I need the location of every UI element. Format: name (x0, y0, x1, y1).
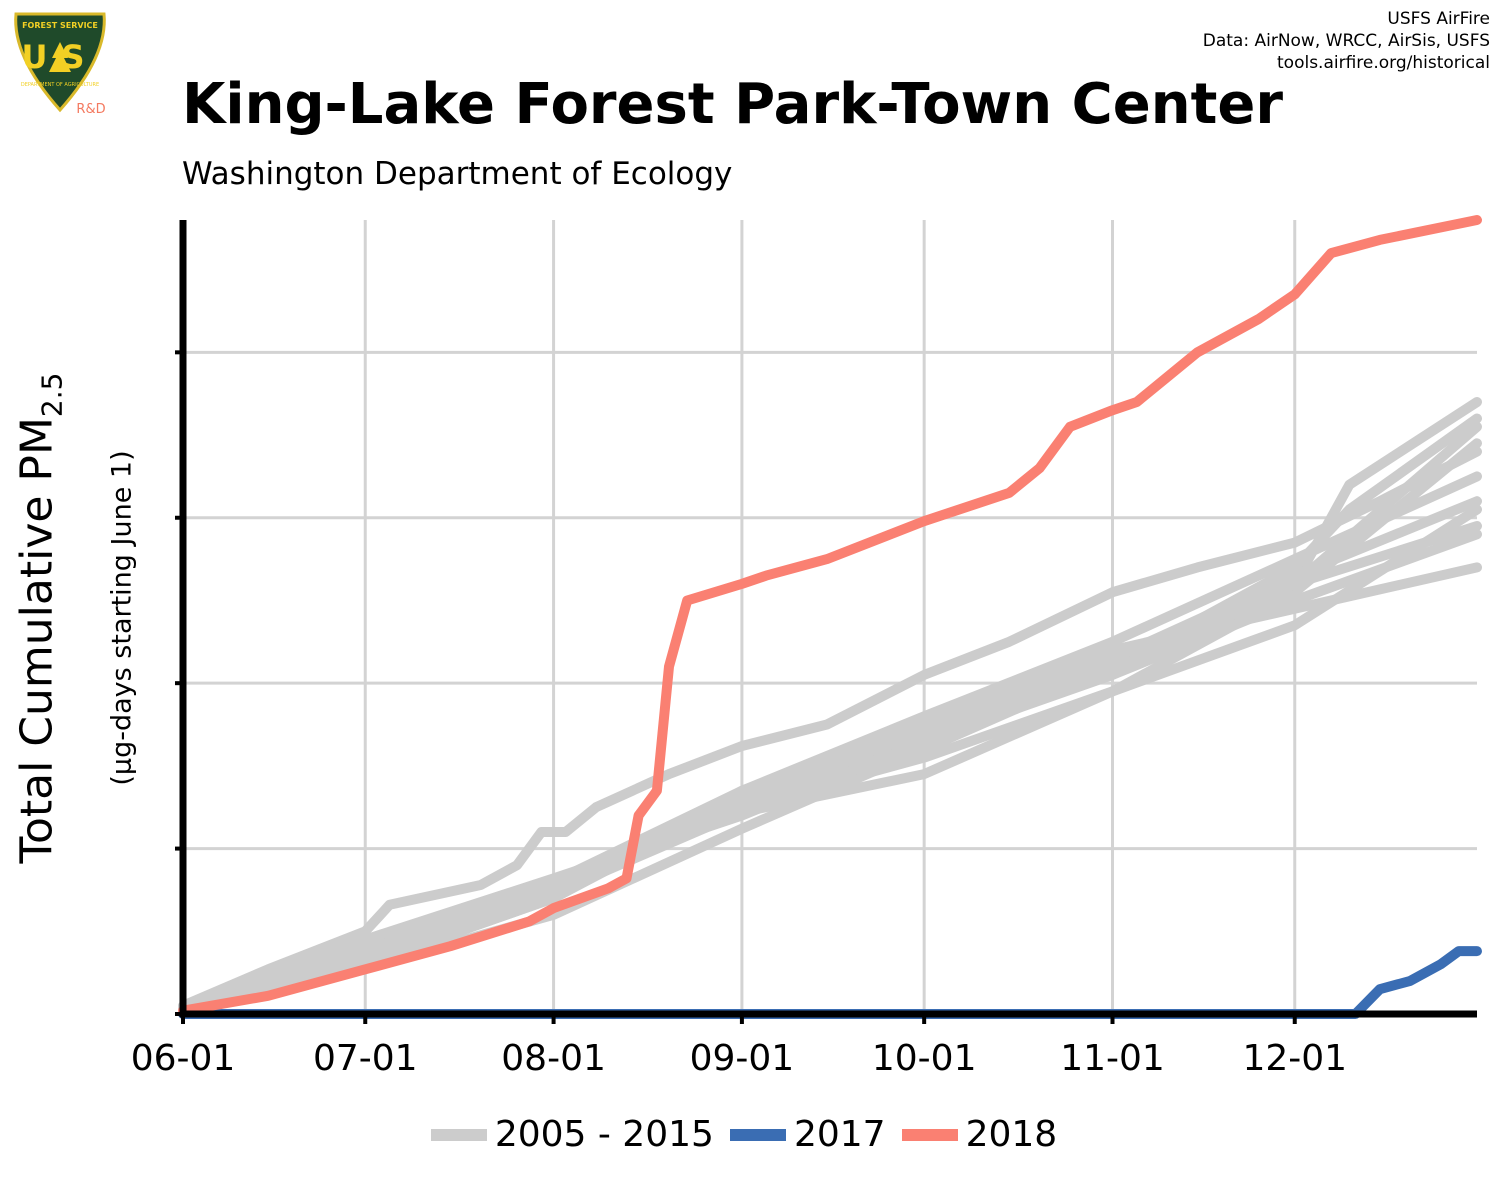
legend-item-2018: 2018 (901, 1114, 1070, 1155)
tree-icon (49, 42, 71, 72)
x-tick-label: 07-01 (313, 1038, 418, 1079)
legend-label: 2005 - 2015 (494, 1114, 714, 1155)
credit-line: tools.airfire.org/historical (1277, 53, 1490, 73)
legend-swatch (729, 1128, 786, 1141)
x-tick-label: 09-01 (690, 1038, 795, 1079)
credits: USFS AirFire Data: AirNow, WRCC, AirSis,… (1203, 8, 1490, 74)
chart-title: King-Lake Forest Park-Town Center (182, 72, 1283, 137)
x-tick-label: 08-01 (501, 1038, 606, 1079)
series-line-historical (178, 504, 1482, 1016)
legend-item-2017: 2017 (729, 1114, 898, 1155)
x-tick-label: 06-01 (131, 1038, 236, 1079)
credit-line: USFS AirFire (1387, 9, 1490, 29)
legend-swatch (430, 1128, 487, 1141)
legend: 2005 - 2015 2017 2018 (0, 1114, 1500, 1155)
logo-bottom-text: DEPARTMENT OF AGRICULTURE (21, 82, 99, 88)
series-line-2018 (178, 215, 1482, 1016)
x-tick-label: 10-01 (872, 1038, 977, 1079)
legend-item-historical: 2005 - 2015 (430, 1114, 726, 1155)
logo-top-text: FOREST SERVICE (22, 21, 98, 30)
series-line-historical (178, 529, 1482, 1013)
logo-tag: R&D (76, 102, 105, 116)
usfs-logo: FOREST SERVICE US DEPARTMENT OF AGRICULT… (14, 12, 106, 116)
legend-swatch (901, 1128, 958, 1141)
x-tick-label: 11-01 (1060, 1038, 1165, 1079)
series-line-historical (178, 446, 1482, 1011)
legend-label: 2018 (965, 1114, 1058, 1155)
chart-subtitle: Washington Department of Ecology (182, 156, 733, 192)
x-tick-label: 12-01 (1242, 1038, 1347, 1079)
legend-label: 2017 (793, 1114, 886, 1155)
credit-line: Data: AirNow, WRCC, AirSis, USFS (1202, 31, 1490, 51)
